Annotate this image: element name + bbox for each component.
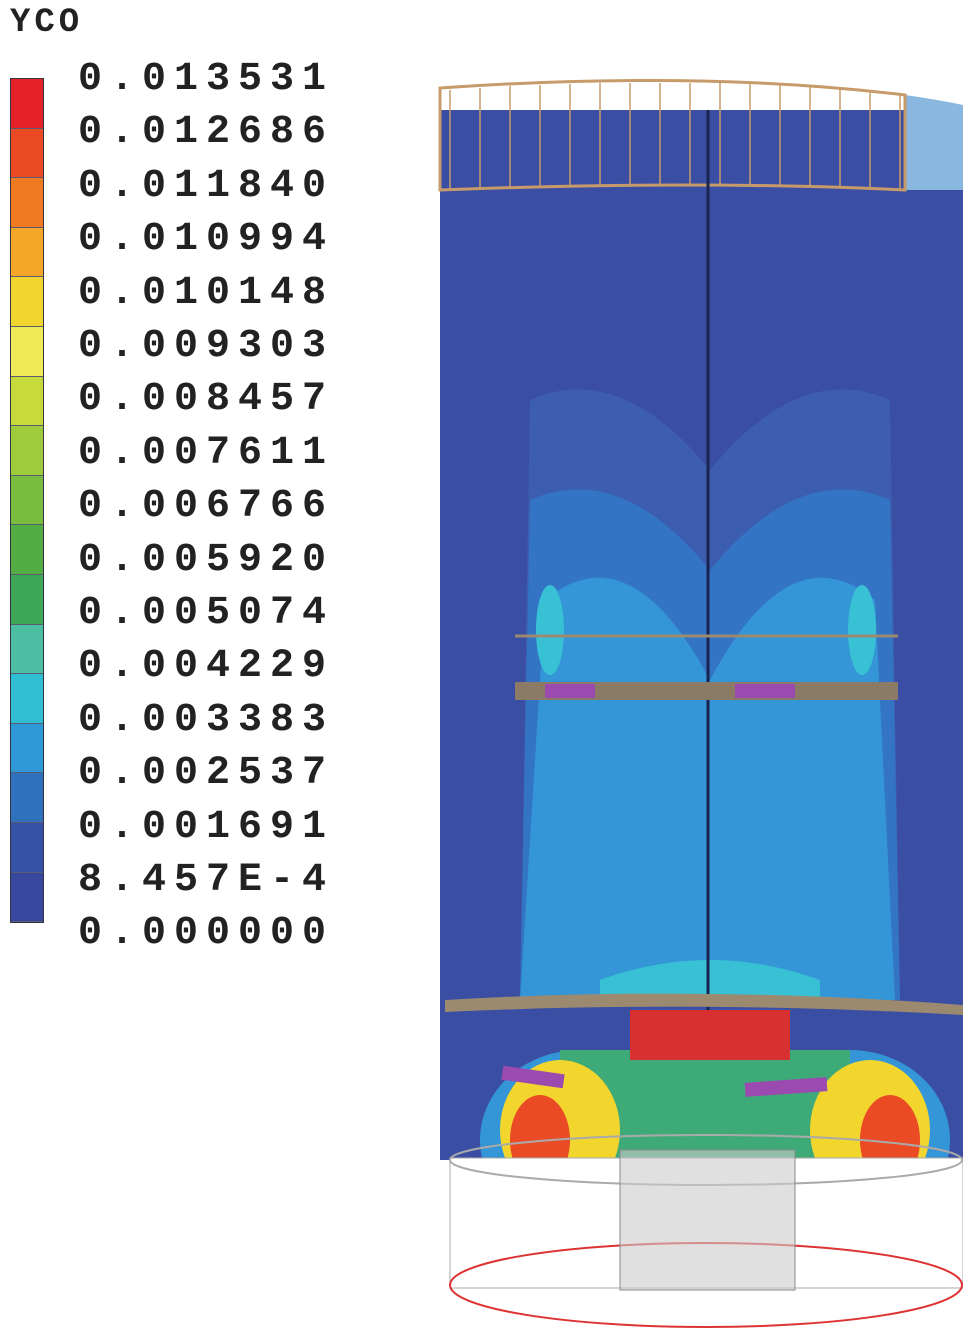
inlet (735, 684, 795, 698)
burner (630, 1010, 790, 1060)
legend-label: 0.004229 (78, 647, 334, 687)
color-band (11, 724, 43, 774)
color-bar (10, 78, 44, 923)
contour-4 (848, 585, 876, 675)
color-band (11, 525, 43, 575)
color-band (11, 129, 43, 179)
cut-face (905, 95, 963, 190)
legend-label: 0.005074 (78, 594, 334, 634)
inlet (545, 684, 595, 698)
color-band (11, 178, 43, 228)
legend-label: 0.006766 (78, 487, 334, 527)
color-band (11, 625, 43, 675)
color-band (11, 773, 43, 823)
color-band (11, 575, 43, 625)
color-band (11, 327, 43, 377)
color-band (11, 79, 43, 129)
color-band (11, 228, 43, 278)
color-band (11, 426, 43, 476)
legend-label: 0.007611 (78, 434, 334, 474)
color-band (11, 476, 43, 526)
contour-4 (536, 585, 564, 675)
color-band (11, 823, 43, 873)
color-band (11, 377, 43, 427)
legend-label: 0.013531 (78, 60, 334, 100)
legend-label: 0.010148 (78, 274, 334, 314)
page: YCO 0.013531 0.012686 0.011840 0.010994 0.01… (0, 0, 963, 1331)
legend-title: YCO (10, 4, 83, 42)
legend-label: 0.008457 (78, 380, 334, 420)
legend-label: 0.010994 (78, 220, 334, 260)
color-band (11, 873, 43, 923)
inner-mesh (620, 1150, 795, 1290)
color-band (11, 277, 43, 327)
legend-label: 0.009303 (78, 327, 334, 367)
legend-label: 0.012686 (78, 113, 334, 153)
legend-label: 0.005920 (78, 541, 334, 581)
legend-label: 0.001691 (78, 808, 334, 848)
color-band (11, 674, 43, 724)
legend-label: 8.457E-4 (78, 861, 334, 901)
legend-label: 0.011840 (78, 167, 334, 207)
legend-label: 0.002537 (78, 754, 334, 794)
legend-label: 0.003383 (78, 701, 334, 741)
legend-label: 0.000000 (78, 914, 334, 954)
